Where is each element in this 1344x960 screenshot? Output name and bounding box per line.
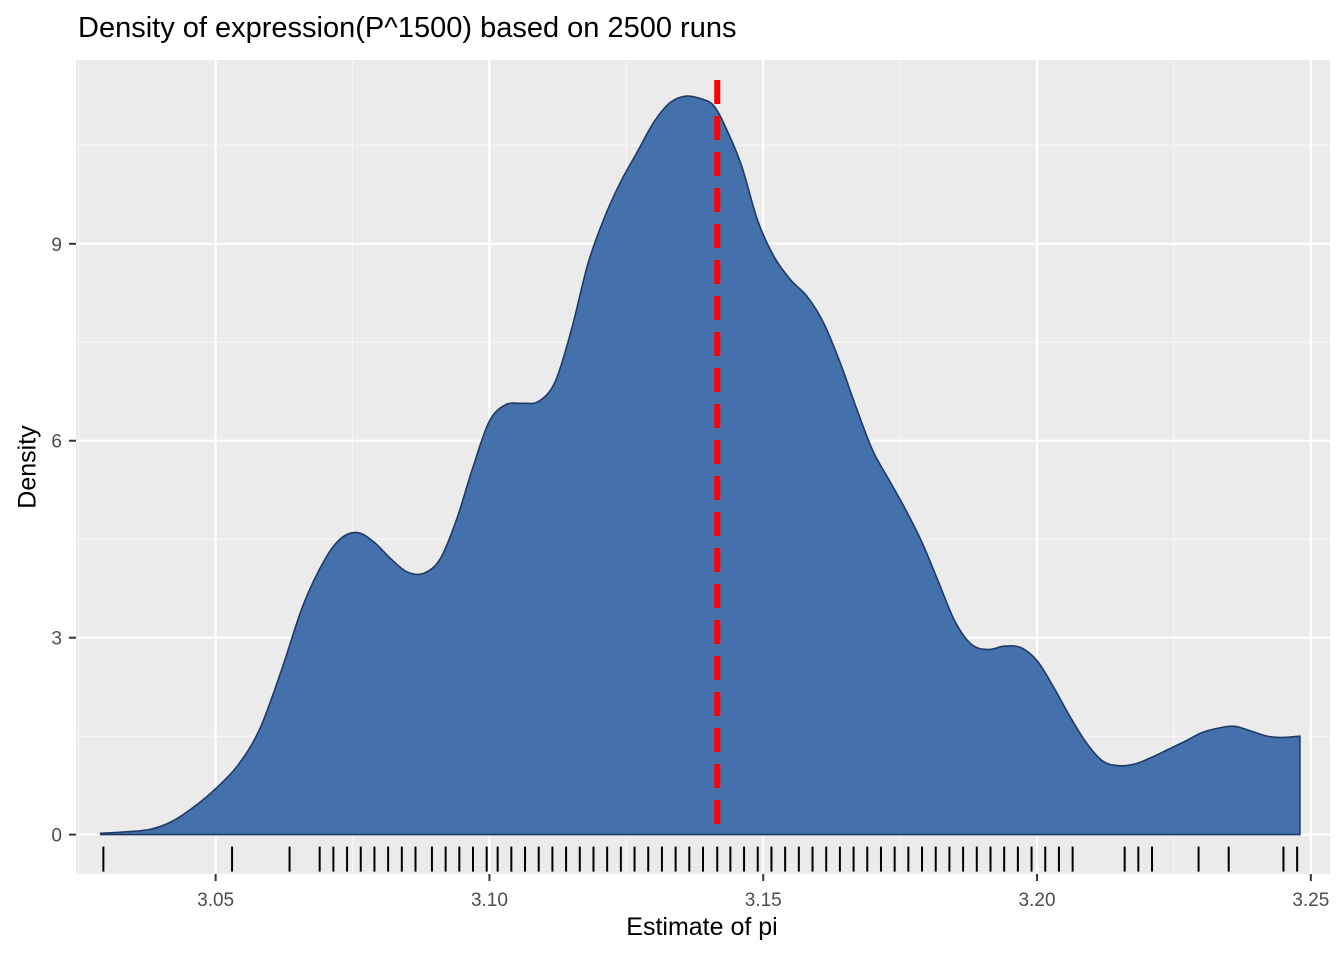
density-area xyxy=(99,95,1301,836)
y-tick-label: 3 xyxy=(51,629,62,650)
x-tick-label: 3.15 xyxy=(745,890,782,911)
x-tick-label: 3.25 xyxy=(1292,890,1329,911)
y-axis: 0 3 6 9 xyxy=(51,235,76,847)
x-tick-label: 3.05 xyxy=(197,890,234,911)
x-axis-label: Estimate of pi xyxy=(626,913,778,941)
x-tick-label: 3.20 xyxy=(1019,890,1056,911)
chart-title: Density of expression(P^1500) based on 2… xyxy=(78,12,737,44)
y-tick-label: 9 xyxy=(51,235,62,256)
x-axis: 3.05 3.10 3.15 3.20 3.25 xyxy=(197,874,1329,911)
rug-marks xyxy=(102,846,1299,872)
y-tick-label: 6 xyxy=(51,432,62,453)
y-tick-label: 0 xyxy=(51,826,62,847)
x-tick-label: 3.10 xyxy=(471,890,508,911)
